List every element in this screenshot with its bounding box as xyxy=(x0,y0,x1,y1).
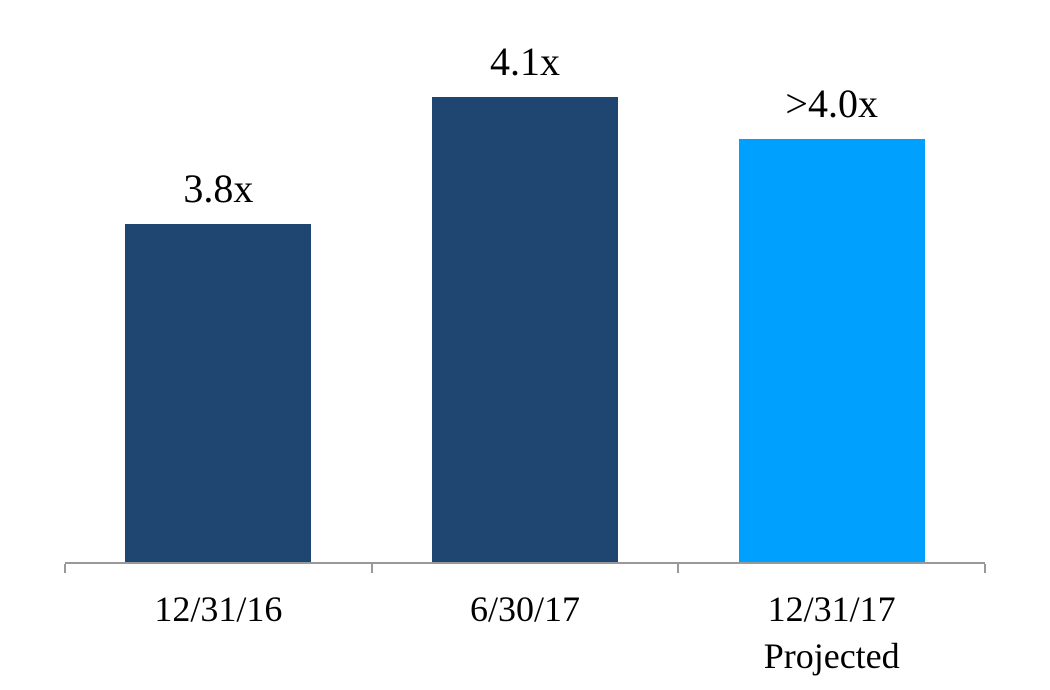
bar-group: >4.0x xyxy=(678,80,985,562)
bar-value-label: >4.0x xyxy=(785,81,878,126)
plot-area: 3.8x 4.1x >4.0x xyxy=(65,0,985,562)
bar xyxy=(125,224,312,562)
x-axis-label: 12/31/17 Projected xyxy=(763,589,900,676)
x-axis-tick xyxy=(984,564,986,573)
bar-group: 4.1x xyxy=(372,38,679,562)
bar xyxy=(432,97,618,562)
x-axis-tick xyxy=(64,564,66,573)
bar-value-label: 4.1x xyxy=(490,39,560,84)
bar xyxy=(738,139,925,562)
bar-group: 3.8x xyxy=(65,165,372,562)
x-axis xyxy=(64,562,986,576)
x-axis-labels: 12/31/16 6/30/17 12/31/17 Projected xyxy=(65,586,985,680)
bar-value-label: 3.8x xyxy=(183,166,254,211)
x-axis-tick xyxy=(370,564,373,573)
chart-area: 3.8x 4.1x >4.0x 12/31/16 6/30/17 12/31/17 Pro… xyxy=(64,0,986,680)
x-axis-tick xyxy=(677,564,680,573)
x-axis-label: 12/31/16 xyxy=(154,589,283,629)
x-axis-label: 6/30/17 xyxy=(470,589,581,629)
